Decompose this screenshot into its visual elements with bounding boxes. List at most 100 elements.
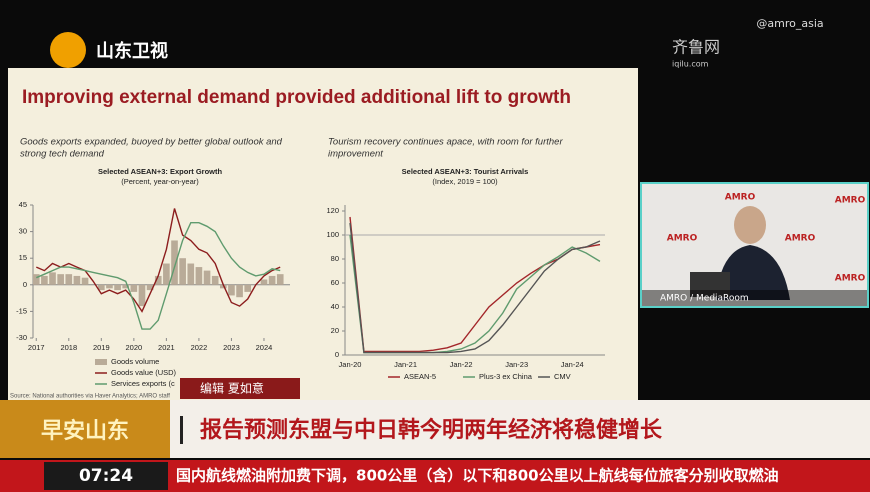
chart-subtitle: (Index, 2019 = 100) (432, 177, 498, 186)
legend-label: ASEAN-5 (404, 372, 436, 381)
legend-label: Services exports (c (111, 379, 175, 388)
editor-strip (180, 378, 300, 399)
y-tick-label: 100 (326, 230, 339, 239)
channel-logo-mark (50, 32, 86, 68)
bar (236, 284, 243, 298)
bar (171, 240, 178, 285)
inset-caption-bar (642, 290, 867, 306)
y-tick-label: 80 (331, 254, 339, 263)
video-inset (640, 182, 869, 308)
inset-logo: AMRO (667, 234, 698, 244)
bar (260, 279, 268, 285)
y-tick-label: 30 (19, 227, 27, 236)
bar (57, 274, 64, 285)
bar (228, 284, 235, 296)
bar (195, 267, 203, 285)
bar (81, 277, 89, 285)
chart-subtitle: (Percent, year-on-year) (121, 177, 199, 186)
bar (154, 275, 162, 285)
series-line (349, 222, 601, 354)
bar (41, 275, 48, 285)
y-tick-label: 45 (19, 200, 27, 209)
bar (98, 284, 105, 291)
chart-title: Selected ASEAN+3: Tourist Arrivals (402, 167, 529, 176)
caption: Goods exports expanded, buoyed by better… (20, 137, 283, 148)
bar (146, 284, 154, 291)
slide-title: Improving external demand provided addit… (22, 87, 571, 108)
x-tick-label: 2022 (191, 343, 208, 352)
x-tick-label: Jan-21 (394, 360, 417, 369)
legend-swatch (95, 359, 107, 365)
y-tick-label: 120 (326, 206, 339, 215)
ticker: 国内航线燃油附加费下调，800公里（含）以下和800公里以上航线每位旅客分别收取… (176, 467, 779, 485)
bar (122, 284, 130, 289)
legend-label: Goods volume (111, 357, 159, 366)
inset-logo: AMRO (725, 193, 756, 203)
bar (276, 274, 284, 285)
bar (187, 263, 195, 285)
caption: improvement (328, 149, 383, 160)
caption: Tourism recovery continues apace, with r… (328, 137, 563, 148)
bar (219, 284, 227, 289)
inset-logo: AMRO (785, 234, 816, 244)
series-line (36, 208, 281, 313)
bar (49, 272, 56, 285)
legend-label: Goods value (USD) (111, 368, 177, 377)
y-tick-label: 40 (331, 302, 339, 311)
chart-title: Selected ASEAN+3: Export Growth (98, 167, 223, 176)
handle: @amro_asia (756, 17, 823, 30)
x-tick-label: 2024 (256, 343, 273, 352)
bar (73, 275, 81, 285)
x-tick-label: 2021 (158, 343, 175, 352)
y-tick-label: 0 (335, 350, 339, 359)
editor: 编辑 夏如意 (200, 381, 264, 396)
y-tick-label: 15 (19, 253, 27, 262)
bar (138, 284, 146, 307)
x-tick-label: 2019 (93, 343, 110, 352)
charts: Selected ASEAN+3: Export Growth(Percent,… (16, 167, 605, 388)
bar (163, 263, 170, 285)
x-tick-label: Jan-24 (561, 360, 584, 369)
x-tick-label: 2017 (28, 343, 45, 352)
x-tick-label: 2023 (223, 343, 240, 352)
source-note: Source: National authorities via Haver A… (10, 394, 170, 400)
bar (211, 275, 219, 285)
site-url: iqilu.com (672, 60, 709, 69)
series-line (36, 222, 281, 330)
x-tick-label: Jan-23 (505, 360, 528, 369)
legend-label: CMV (554, 372, 571, 381)
inset-label: AMRO / MediaRoom (660, 294, 749, 304)
bar (179, 258, 186, 285)
bar (32, 274, 40, 285)
divider (180, 416, 183, 444)
x-tick-label: 2018 (60, 343, 77, 352)
program-name: 早安山东 (41, 418, 129, 444)
inset-logo: AMRO (835, 196, 866, 206)
legend-label: Plus-3 ex China (479, 372, 533, 381)
site-name: 齐鲁网 (672, 38, 720, 57)
channel-name: 山东卫视 (96, 40, 168, 62)
slide (8, 68, 638, 400)
laptop (690, 272, 730, 297)
x-tick-label: Jan-22 (450, 360, 473, 369)
y-tick-label: 60 (331, 278, 339, 287)
bar (268, 275, 276, 285)
bar (106, 284, 113, 289)
caption: strong tech demand (20, 149, 105, 160)
bar (65, 274, 73, 285)
headline: 报告预测东盟与中日韩今明两年经济将稳健增长 (200, 417, 663, 443)
y-tick-label: -15 (16, 306, 27, 315)
y-tick-label: 0 (23, 280, 27, 289)
x-tick-label: Jan-20 (339, 360, 362, 369)
x-tick-label: 2020 (126, 343, 143, 352)
inset-logo: AMRO (835, 274, 866, 284)
bar (130, 284, 138, 292)
bar (203, 270, 211, 285)
speaker-body (716, 245, 790, 300)
bar (244, 284, 252, 292)
clock: 07:24 (79, 466, 133, 486)
bar (114, 284, 121, 291)
program-logo-bg (0, 400, 170, 458)
